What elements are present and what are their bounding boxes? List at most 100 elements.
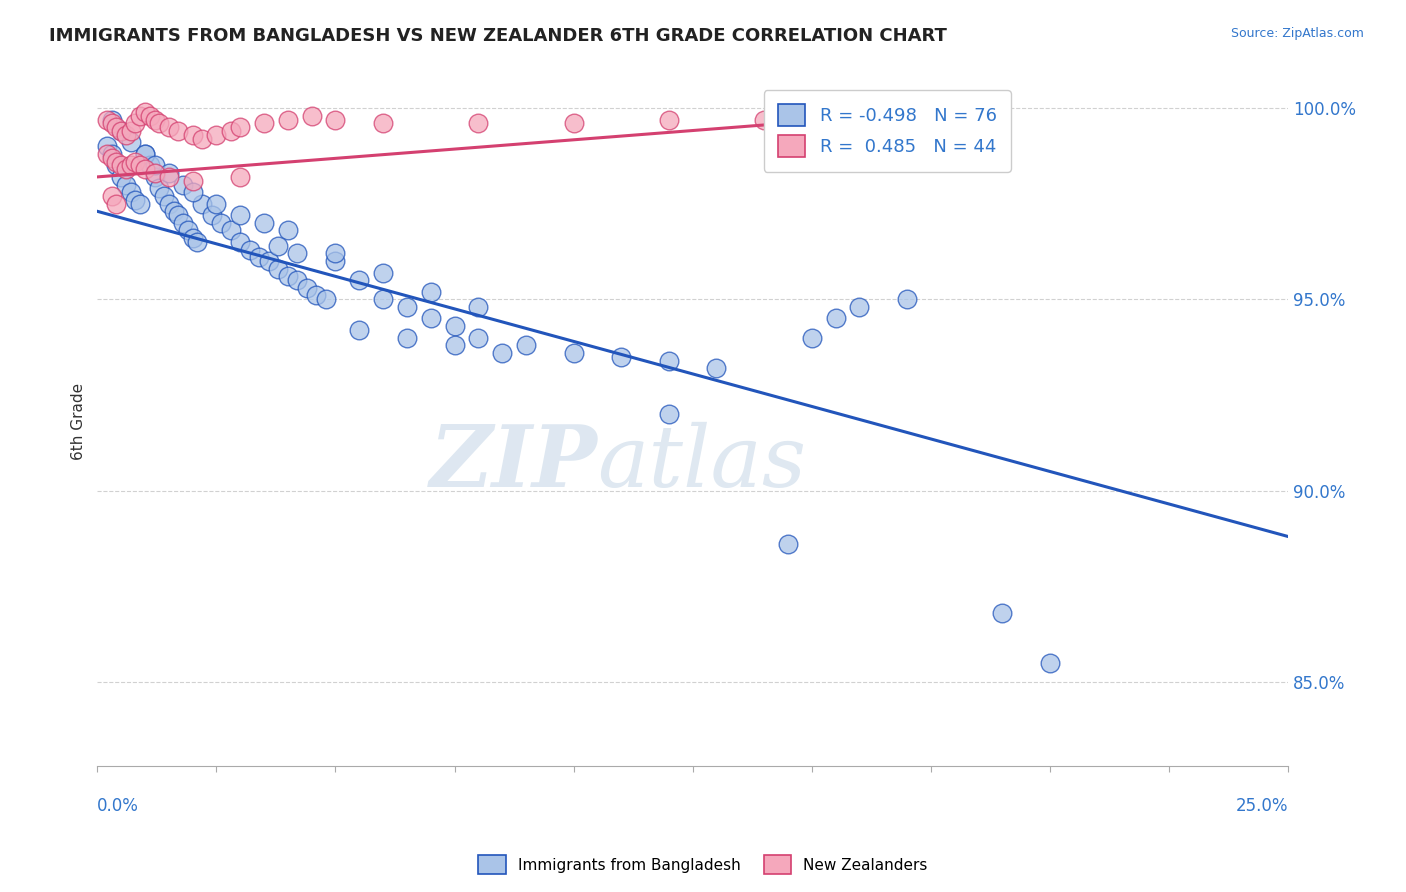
Point bbox=[105, 158, 128, 172]
Text: atlas: atlas bbox=[598, 422, 807, 504]
Point bbox=[120, 185, 142, 199]
Point bbox=[143, 166, 166, 180]
Point bbox=[134, 162, 156, 177]
Point bbox=[205, 128, 228, 142]
Point bbox=[371, 116, 394, 130]
Point bbox=[800, 330, 823, 344]
Point bbox=[776, 537, 799, 551]
Point bbox=[172, 178, 194, 192]
Point bbox=[658, 112, 681, 127]
Point bbox=[124, 154, 146, 169]
Point bbox=[443, 319, 465, 334]
Point bbox=[181, 128, 204, 142]
Point bbox=[253, 116, 276, 130]
Point bbox=[229, 235, 252, 249]
Point bbox=[124, 116, 146, 130]
Point bbox=[848, 112, 870, 127]
Point bbox=[110, 124, 132, 138]
Point bbox=[148, 181, 170, 195]
Point bbox=[824, 311, 846, 326]
Point bbox=[186, 235, 208, 249]
Point bbox=[1039, 656, 1062, 670]
Point bbox=[239, 243, 262, 257]
Point bbox=[162, 204, 184, 219]
Point bbox=[100, 112, 122, 127]
Point bbox=[191, 131, 214, 145]
Point bbox=[181, 185, 204, 199]
Point bbox=[120, 124, 142, 138]
Point bbox=[229, 120, 252, 135]
Point bbox=[419, 311, 441, 326]
Point bbox=[100, 151, 122, 165]
Point bbox=[253, 216, 276, 230]
Point bbox=[443, 338, 465, 352]
Point bbox=[167, 208, 190, 222]
Point bbox=[706, 361, 728, 376]
Point bbox=[229, 208, 252, 222]
Point bbox=[491, 346, 513, 360]
Point bbox=[134, 104, 156, 119]
Point bbox=[105, 154, 128, 169]
Point bbox=[349, 273, 371, 287]
Point bbox=[110, 169, 132, 184]
Point bbox=[325, 254, 347, 268]
Text: 25.0%: 25.0% bbox=[1236, 797, 1288, 814]
Point bbox=[325, 112, 347, 127]
Point bbox=[301, 109, 323, 123]
Point bbox=[177, 223, 200, 237]
Point bbox=[96, 112, 118, 127]
Point bbox=[134, 147, 156, 161]
Point bbox=[219, 124, 242, 138]
Point bbox=[752, 112, 775, 127]
Point bbox=[658, 407, 681, 421]
Point bbox=[120, 158, 142, 172]
Point bbox=[315, 293, 337, 307]
Point bbox=[129, 196, 152, 211]
Text: IMMIGRANTS FROM BANGLADESH VS NEW ZEALANDER 6TH GRADE CORRELATION CHART: IMMIGRANTS FROM BANGLADESH VS NEW ZEALAN… bbox=[49, 27, 948, 45]
Point bbox=[115, 178, 138, 192]
Point bbox=[562, 116, 585, 130]
Legend: Immigrants from Bangladesh, New Zealanders: Immigrants from Bangladesh, New Zealande… bbox=[472, 849, 934, 880]
Point bbox=[205, 196, 228, 211]
Point bbox=[395, 330, 418, 344]
Point bbox=[157, 166, 180, 180]
Point bbox=[96, 139, 118, 153]
Point bbox=[105, 196, 128, 211]
Point bbox=[467, 330, 489, 344]
Point bbox=[229, 169, 252, 184]
Point bbox=[277, 223, 299, 237]
Point bbox=[167, 124, 190, 138]
Point bbox=[139, 109, 162, 123]
Text: 0.0%: 0.0% bbox=[97, 797, 139, 814]
Point bbox=[105, 120, 128, 135]
Point bbox=[257, 254, 280, 268]
Point bbox=[467, 116, 489, 130]
Legend: R = -0.498   N = 76, R =  0.485   N = 44: R = -0.498 N = 76, R = 0.485 N = 44 bbox=[763, 90, 1011, 172]
Y-axis label: 6th Grade: 6th Grade bbox=[72, 384, 86, 460]
Point bbox=[96, 147, 118, 161]
Text: ZIP: ZIP bbox=[430, 421, 598, 505]
Point bbox=[129, 158, 152, 172]
Point bbox=[134, 147, 156, 161]
Point bbox=[100, 116, 122, 130]
Point bbox=[181, 231, 204, 245]
Point bbox=[153, 189, 176, 203]
Point bbox=[115, 162, 138, 177]
Point bbox=[100, 189, 122, 203]
Point bbox=[991, 606, 1014, 620]
Point bbox=[148, 116, 170, 130]
Point bbox=[115, 128, 138, 142]
Point bbox=[610, 350, 633, 364]
Point bbox=[371, 293, 394, 307]
Point bbox=[325, 246, 347, 260]
Point bbox=[349, 323, 371, 337]
Point bbox=[267, 261, 290, 276]
Point bbox=[896, 293, 918, 307]
Point bbox=[562, 346, 585, 360]
Text: Source: ZipAtlas.com: Source: ZipAtlas.com bbox=[1230, 27, 1364, 40]
Point bbox=[100, 147, 122, 161]
Point bbox=[157, 120, 180, 135]
Point bbox=[305, 288, 328, 302]
Point bbox=[848, 300, 870, 314]
Point bbox=[124, 193, 146, 207]
